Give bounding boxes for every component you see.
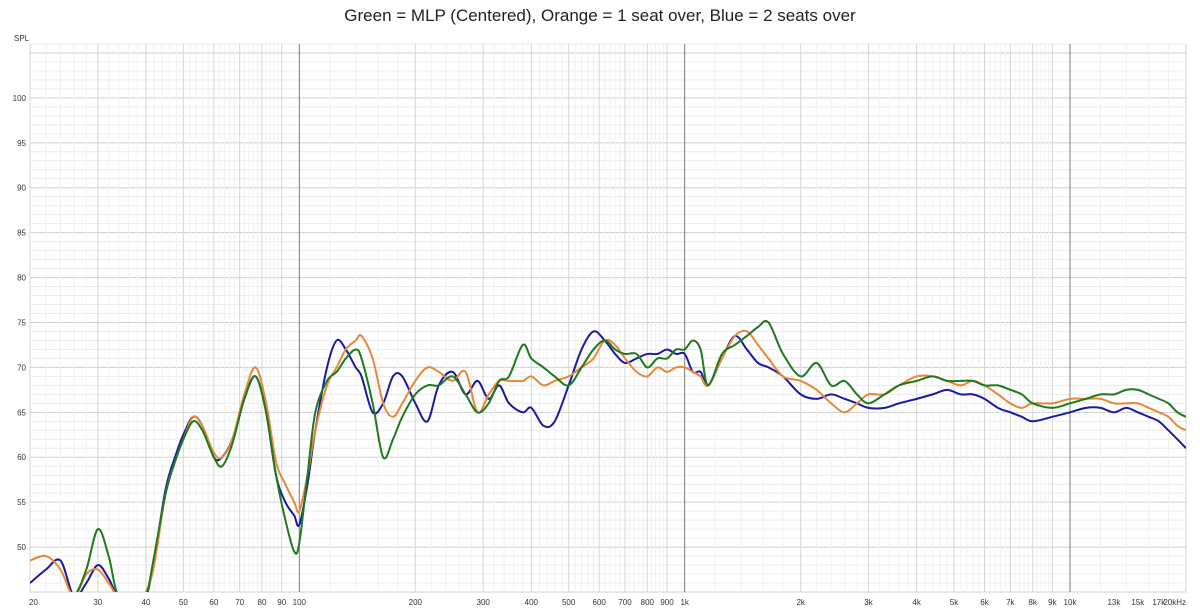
- x-tick-label: 50: [179, 598, 188, 607]
- x-tick-label: 80: [258, 598, 267, 607]
- y-tick-label: 60: [17, 453, 26, 462]
- x-tick-label: 5k: [950, 598, 959, 607]
- x-tick-label: 400: [525, 598, 539, 607]
- x-tick-label: 300: [477, 598, 491, 607]
- x-tick-label: 40: [142, 598, 151, 607]
- y-tick-label: 100: [13, 94, 27, 103]
- x-tick-label: 900: [660, 598, 674, 607]
- x-tick-label: 7k: [1006, 598, 1015, 607]
- y-axis-label: SPL: [14, 34, 30, 43]
- y-tick-label: 70: [17, 363, 26, 372]
- x-tick-label: 10k: [1064, 598, 1078, 607]
- plot-background: [29, 43, 1187, 593]
- y-tick-label: 80: [17, 274, 26, 283]
- chart-title: Green = MLP (Centered), Orange = 1 seat …: [344, 6, 856, 25]
- x-tick-label: 1k: [680, 598, 689, 607]
- x-tick-label: 17k: [1152, 598, 1166, 607]
- y-tick-label: 50: [17, 543, 26, 552]
- series-line-green-mlp: [75, 320, 1186, 592]
- x-tick-label: 70: [235, 598, 244, 607]
- grid: [29, 43, 1187, 593]
- x-tick-label: 13k: [1107, 598, 1121, 607]
- y-axis: 50 55 60 65 70 75 80 85 90 95 100: [13, 94, 27, 552]
- x-tick-label: 700: [618, 598, 632, 607]
- y-tick-label: 55: [17, 498, 26, 507]
- x-tick-label: 30: [93, 598, 102, 607]
- y-tick-label: 75: [17, 318, 26, 327]
- x-axis: 20 30 40 50 60 70 80 90 100 200 300 400 500 600 700 800…: [29, 598, 1186, 607]
- x-tick-label: 3k: [864, 598, 873, 607]
- x-tick-label: 4k: [912, 598, 921, 607]
- y-tick-label: 65: [17, 408, 26, 417]
- x-tick-label: 20: [29, 598, 38, 607]
- x-tick-label: 200: [409, 598, 423, 607]
- x-tick-label: 9k: [1048, 598, 1057, 607]
- x-tick-label: 600: [593, 598, 607, 607]
- y-tick-label: 85: [17, 229, 26, 238]
- y-tick-label: 90: [17, 184, 26, 193]
- x-tick-label: 6k: [980, 598, 989, 607]
- series-layer: [30, 320, 1186, 592]
- x-tick-label: 20kHz: [1163, 598, 1186, 607]
- x-tick-label: 100: [293, 598, 307, 607]
- x-tick-label: 500: [562, 598, 576, 607]
- x-tick-label: 60: [209, 598, 218, 607]
- x-tick-label: 90: [277, 598, 286, 607]
- x-tick-label: 8k: [1028, 598, 1037, 607]
- y-tick-label: 95: [17, 139, 26, 148]
- x-tick-label: 15k: [1131, 598, 1145, 607]
- x-tick-label: 2k: [796, 598, 805, 607]
- x-tick-label: 800: [641, 598, 655, 607]
